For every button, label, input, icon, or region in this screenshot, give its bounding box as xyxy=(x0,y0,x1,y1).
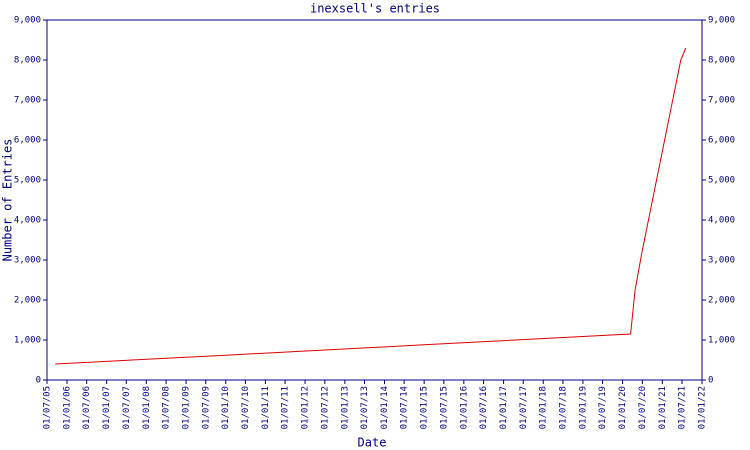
plot-frame xyxy=(46,19,703,381)
data-line xyxy=(55,47,687,365)
y-tick-label: 3,000 xyxy=(14,256,41,266)
y-axis-label: Number of Entries xyxy=(1,139,15,262)
y2-tick-label: 2,000 xyxy=(708,296,735,306)
x-tick-label: 01/01/15 xyxy=(420,386,430,429)
x-tick-label: 01/01/06 xyxy=(62,386,72,429)
x-tick-label: 01/01/21 xyxy=(658,386,668,429)
x-tick-label: 01/01/13 xyxy=(340,386,350,429)
x-tick-label: 01/07/17 xyxy=(519,386,529,429)
y2-tick-label: 9,000 xyxy=(708,16,735,26)
x-tick-label: 01/01/08 xyxy=(142,386,152,429)
y2-tick-label: 7,000 xyxy=(708,96,735,106)
x-tick-label: 01/07/20 xyxy=(638,386,648,429)
y-tick-label: 7,000 xyxy=(14,96,41,106)
y2-tick-label: 6,000 xyxy=(708,136,735,146)
x-tick-label: 01/07/14 xyxy=(400,386,410,429)
x-tick-label: 01/07/11 xyxy=(281,386,291,429)
y-tick-label: 8,000 xyxy=(14,56,41,66)
x-tick-label: 01/07/18 xyxy=(558,386,568,429)
x-tick-label: 01/07/19 xyxy=(598,386,608,429)
x-tick-label: 01/01/10 xyxy=(221,386,231,429)
x-tick-label: 01/07/07 xyxy=(122,386,132,429)
y2-tick-label: 1,000 xyxy=(708,336,735,346)
x-tick-label: 01/07/21 xyxy=(678,386,688,429)
x-tick-label: 01/01/11 xyxy=(261,386,271,429)
x-tick-label: 01/01/07 xyxy=(102,386,112,429)
y-tick-label: 4,000 xyxy=(14,216,41,226)
y2-tick-label: 3,000 xyxy=(708,256,735,266)
y-tick-label: 2,000 xyxy=(14,296,41,306)
y-tick-label: 5,000 xyxy=(14,176,41,186)
x-tick-label: 01/01/16 xyxy=(459,386,469,429)
x-tick-label: 01/01/19 xyxy=(578,386,588,429)
chart-title: inexsell's entries xyxy=(310,2,440,16)
x-tick-label: 01/07/10 xyxy=(241,386,251,429)
y-tick-label: 9,000 xyxy=(14,16,41,26)
x-tick-label: 01/01/09 xyxy=(182,386,192,429)
x-tick-label: 01/01/17 xyxy=(499,386,509,429)
x-tick-label: 01/07/13 xyxy=(360,386,370,429)
y-tick-label: 6,000 xyxy=(14,136,41,146)
x-tick-label: 01/07/05 xyxy=(43,386,53,429)
x-tick-label: 01/01/18 xyxy=(539,386,549,429)
y2-tick-label: 4,000 xyxy=(708,216,735,226)
y2-tick-label: 8,000 xyxy=(708,56,735,66)
x-tick-label: 01/07/16 xyxy=(479,386,489,429)
y2-tick-label: 5,000 xyxy=(708,176,735,186)
x-tick-label: 01/01/22 xyxy=(698,386,708,429)
y-tick-label: 0 xyxy=(36,376,41,386)
x-tick-label: 01/01/20 xyxy=(618,386,628,429)
x-tick-label: 01/01/14 xyxy=(380,386,390,429)
x-tick-label: 01/01/12 xyxy=(301,386,311,429)
x-axis-label: Date xyxy=(358,436,387,450)
y-tick-label: 1,000 xyxy=(14,336,41,346)
y2-tick-label: 0 xyxy=(708,376,713,386)
x-tick-label: 01/07/15 xyxy=(439,386,449,429)
x-tick-label: 01/07/12 xyxy=(320,386,330,429)
x-tick-label: 01/07/08 xyxy=(162,386,172,429)
x-tick-label: 01/07/09 xyxy=(201,386,211,429)
x-tick-label: 01/07/06 xyxy=(82,386,92,429)
